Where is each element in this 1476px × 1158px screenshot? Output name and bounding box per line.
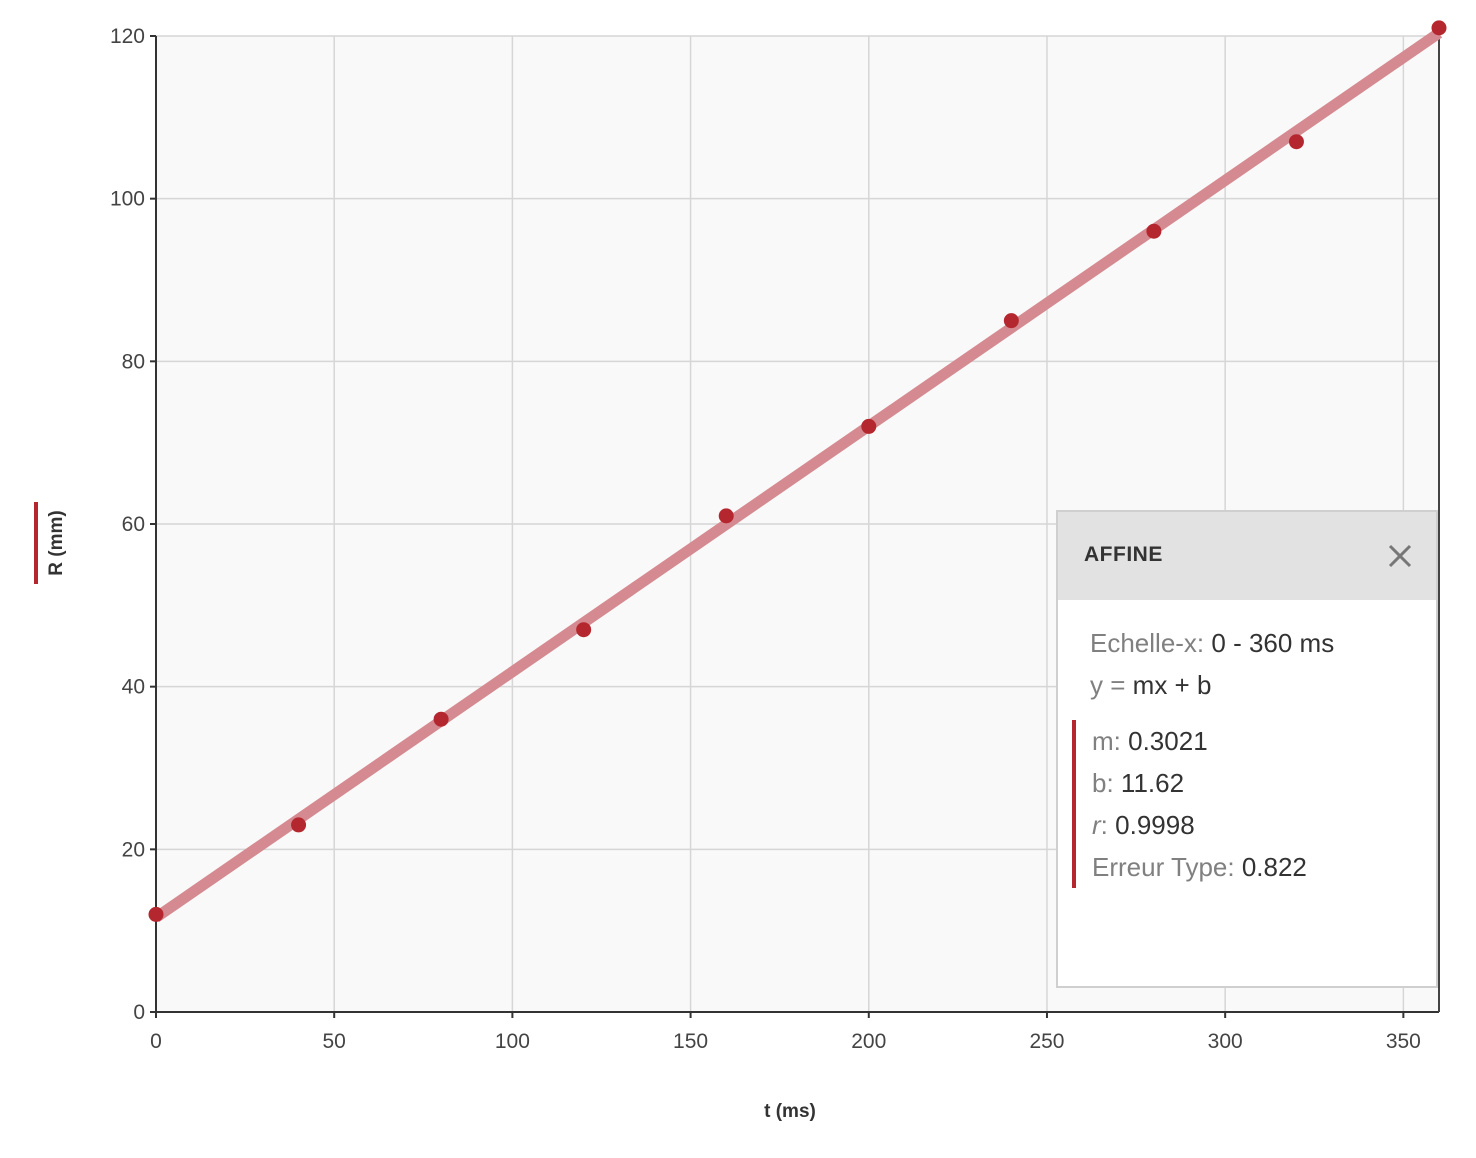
y-axis-title: R (mm) xyxy=(46,510,67,575)
y-axis-series-marker xyxy=(34,502,38,584)
scale-value: 0 - 360 ms xyxy=(1211,628,1335,658)
y-tick-label: 100 xyxy=(110,188,145,211)
tick-labels: 0 50 100 150 200 250 300 350 0 20 40 60 80 100 120 xyxy=(110,25,1421,1053)
scale-label: Echelle-x: xyxy=(1090,628,1205,658)
data-point xyxy=(291,817,307,833)
y-tick-label: 0 xyxy=(133,1001,145,1024)
fit-panel: AFFINE Echelle-x: 0 - 360 ms y = mx + b … xyxy=(1056,510,1438,988)
x-tick-label: 350 xyxy=(1386,1030,1421,1053)
r-value: 0.9998 xyxy=(1115,810,1195,840)
fit-panel-header: AFFINE xyxy=(1058,512,1436,600)
equation-row: y = mx + b xyxy=(1090,664,1436,706)
y-tick-label: 20 xyxy=(122,838,145,861)
data-point xyxy=(861,418,877,434)
std-error-row: Erreur Type: 0.822 xyxy=(1092,846,1436,888)
fit-parameters: m: 0.3021 b: 11.62 r: 0.9998 Erreur Type… xyxy=(1072,720,1436,888)
std-error-label: Erreur Type: xyxy=(1092,852,1235,882)
data-point xyxy=(148,906,164,922)
data-point xyxy=(576,622,592,638)
data-point xyxy=(1288,134,1304,150)
data-point xyxy=(1003,313,1019,329)
m-value: 0.3021 xyxy=(1128,726,1208,756)
close-icon[interactable] xyxy=(1382,538,1418,574)
x-tick-label: 100 xyxy=(495,1030,530,1053)
m-row: m: 0.3021 xyxy=(1092,720,1436,762)
data-point xyxy=(433,711,449,727)
x-axis-title: t (ms) xyxy=(764,1101,816,1122)
equation-label: y = xyxy=(1090,670,1126,700)
y-tick-label: 80 xyxy=(122,350,145,373)
b-value: 11.62 xyxy=(1120,768,1185,798)
scale-row: Echelle-x: 0 - 360 ms xyxy=(1090,622,1436,664)
y-tick-label: 40 xyxy=(122,676,145,699)
b-label: b: xyxy=(1092,768,1114,798)
data-point xyxy=(718,508,734,524)
data-point xyxy=(1431,20,1447,36)
equation-value: mx + b xyxy=(1132,670,1212,700)
data-points xyxy=(148,20,1447,922)
y-tick-label: 120 xyxy=(110,25,145,48)
x-tick-label: 200 xyxy=(851,1030,886,1053)
x-tick-label: 0 xyxy=(150,1030,162,1053)
x-tick-label: 250 xyxy=(1029,1030,1064,1053)
m-label: m: xyxy=(1092,726,1121,756)
r-row: r: 0.9998 xyxy=(1092,810,1195,840)
data-point xyxy=(1146,223,1162,239)
fit-panel-title: AFFINE xyxy=(1084,543,1163,566)
x-tick-label: 50 xyxy=(323,1030,346,1053)
y-tick-label: 60 xyxy=(122,513,145,536)
x-tick-label: 300 xyxy=(1208,1030,1243,1053)
fit-panel-body: Echelle-x: 0 - 360 ms y = mx + b m: 0.30… xyxy=(1058,600,1436,888)
b-row: b: 11.62 xyxy=(1092,762,1436,804)
r-label: r xyxy=(1092,810,1101,840)
fit-line xyxy=(152,28,1443,923)
std-error-value: 0.822 xyxy=(1241,852,1307,882)
x-tick-label: 150 xyxy=(673,1030,708,1053)
